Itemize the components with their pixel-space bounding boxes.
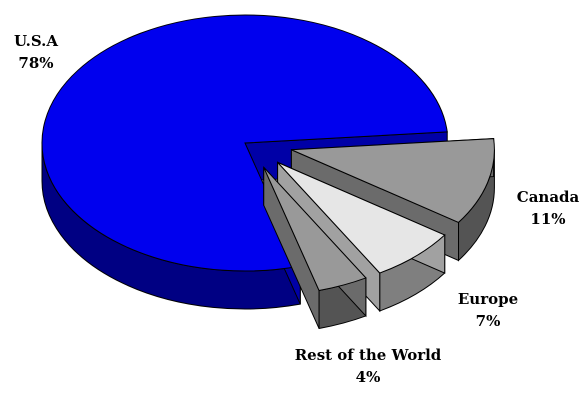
slice-label-1: Canada	[517, 188, 580, 206]
slice-label-2: Europe	[458, 290, 518, 308]
slice-value-label-3: 4%	[356, 368, 381, 386]
pie-slice-2	[277, 161, 446, 274]
pie-slice-3	[263, 166, 367, 292]
slice-value-label-1: 11%	[530, 210, 565, 228]
slice-value-label-0: 78%	[18, 54, 53, 72]
pie-slice-0	[41, 14, 448, 272]
slice-label-3: Rest of the World	[295, 346, 442, 364]
slice-label-0: U.S.A	[14, 32, 58, 50]
pie-slice-1	[291, 138, 495, 224]
slice-value-label-2: 7%	[476, 312, 501, 330]
